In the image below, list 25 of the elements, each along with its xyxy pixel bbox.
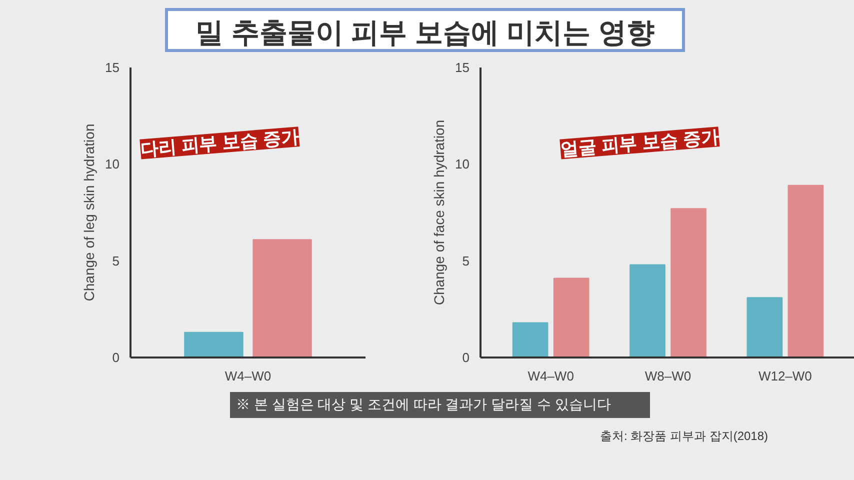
bar [670, 208, 706, 358]
x-tick-label: W4–W0 [224, 368, 272, 384]
source-note: 출처: 화장품 피부과 잡지(2018) [600, 428, 768, 445]
x-tick-label: W8–W0 [644, 368, 692, 384]
y-tick-label: 10 [105, 156, 120, 172]
y-axis-title: Change of face skin hydration [431, 120, 448, 306]
text: ※ 본 실험은 대상 및 조건에 따라 결과가 달라질 수 있습니다 [236, 395, 611, 414]
y-tick-label: 0 [462, 350, 470, 365]
y-tick-label: 5 [462, 253, 470, 268]
y-tick-label: 15 [105, 60, 120, 75]
bar [746, 297, 783, 358]
y-tick-label: 0 [112, 350, 120, 365]
y-axis-title: Change of leg skin hydration [81, 124, 98, 302]
bar [788, 184, 824, 358]
y-tick-label: 10 [455, 156, 470, 172]
bar [553, 278, 590, 358]
annotation: 얼굴 피부 보습 증가 [560, 126, 720, 160]
annotation: 다리 피부 보습 증가 [140, 126, 300, 160]
bar [630, 264, 666, 358]
bar [512, 322, 548, 358]
x-tick-label: W12–W0 [758, 368, 812, 384]
chart-title: 밀 추출물이 피부 보습에 미치는 영향 [196, 16, 654, 50]
x-tick-label: W4–W0 [528, 368, 574, 384]
y-tick-label: 15 [455, 60, 470, 75]
y-tick-label: 5 [112, 253, 120, 268]
